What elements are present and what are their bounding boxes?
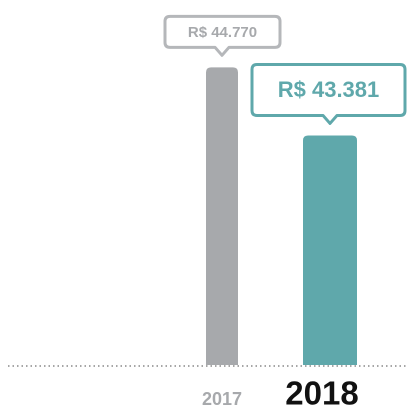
value-label-box: [250, 62, 407, 125]
value-label: R$ 43.381: [278, 77, 380, 102]
x-tick-label: 2017: [202, 389, 242, 409]
value-label: R$ 44.770: [188, 24, 257, 41]
bar: [206, 67, 238, 365]
bar: [303, 135, 357, 365]
value-label-box: [163, 14, 282, 57]
x-tick-label: 2018: [285, 375, 358, 412]
